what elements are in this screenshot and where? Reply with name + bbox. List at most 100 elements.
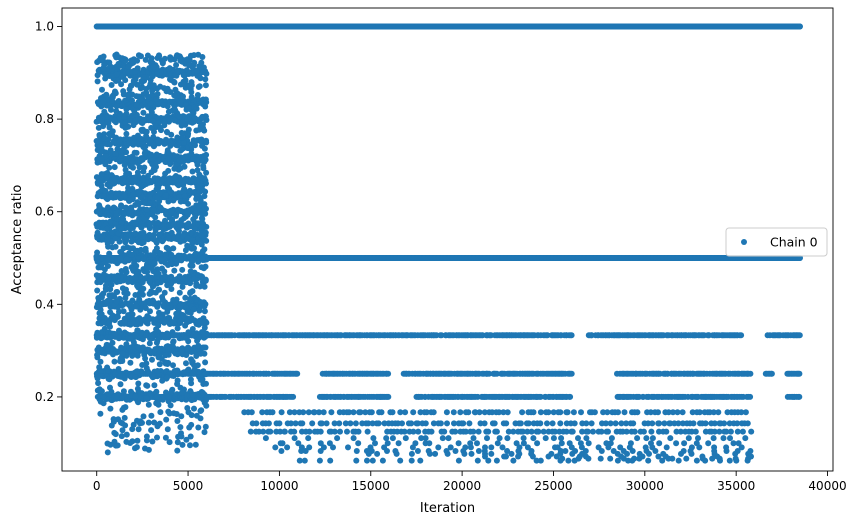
data-point	[530, 409, 537, 416]
data-point	[302, 448, 309, 454]
data-point	[370, 435, 377, 442]
data-point	[432, 450, 439, 457]
data-point	[444, 420, 450, 427]
data-point	[284, 444, 291, 451]
data-point	[267, 428, 274, 435]
data-point	[291, 435, 298, 442]
data-point	[549, 420, 556, 427]
data-point	[331, 428, 338, 435]
data-point	[591, 409, 598, 416]
data-point	[590, 428, 596, 435]
data-point	[656, 420, 663, 427]
data-point	[520, 435, 527, 442]
data-point	[265, 420, 272, 427]
data-point	[334, 435, 341, 442]
data-point	[428, 428, 435, 435]
data-point	[748, 428, 755, 435]
data-point	[470, 428, 477, 435]
data-point	[648, 428, 655, 435]
data-point	[681, 440, 688, 447]
data-point	[337, 428, 343, 435]
data-point	[384, 448, 390, 454]
data-point	[488, 444, 495, 451]
data-point	[734, 428, 741, 435]
data-point	[605, 428, 611, 435]
data-point	[663, 444, 670, 451]
data-point	[655, 409, 661, 416]
data-point	[629, 448, 636, 454]
data-point	[383, 435, 390, 442]
data-point	[452, 428, 459, 435]
data-point	[457, 409, 464, 416]
data-point	[545, 409, 552, 416]
data-point	[739, 428, 746, 435]
data-point	[474, 440, 480, 447]
data-point	[605, 444, 612, 451]
data-point	[290, 393, 297, 400]
data-point	[450, 409, 457, 416]
data-point	[372, 440, 378, 447]
data-point	[494, 440, 501, 447]
data-point	[705, 440, 712, 447]
data-point	[634, 409, 641, 416]
data-point	[564, 409, 571, 416]
data-point	[445, 435, 452, 442]
data-point	[481, 420, 488, 427]
data-point	[385, 393, 392, 400]
data-point	[278, 409, 285, 416]
data-point	[557, 409, 564, 416]
data-point	[530, 435, 537, 442]
data-point	[352, 420, 359, 427]
data-point	[585, 440, 592, 447]
data-point	[557, 420, 564, 427]
data-point	[368, 409, 375, 416]
data-point	[578, 409, 584, 416]
data-point	[476, 409, 483, 416]
data-point	[568, 370, 575, 377]
data-point	[744, 420, 751, 427]
data-point	[344, 428, 350, 435]
data-point	[309, 420, 316, 427]
data-point	[504, 435, 511, 442]
data-point	[535, 428, 542, 435]
data-point	[652, 448, 659, 454]
data-point	[272, 444, 279, 451]
data-point	[475, 448, 482, 454]
data-point	[408, 450, 415, 457]
data-point	[643, 435, 650, 442]
data-point	[608, 435, 615, 442]
data-point	[262, 435, 269, 442]
data-point	[409, 444, 416, 451]
data-point	[378, 409, 385, 416]
data-point	[567, 393, 574, 400]
data-point	[278, 448, 285, 454]
data-point	[350, 435, 357, 442]
data-point	[365, 450, 372, 457]
data-point	[558, 435, 565, 442]
data-point	[690, 420, 697, 427]
data-point	[408, 420, 415, 427]
data-point	[797, 23, 803, 30]
data-point	[747, 370, 754, 377]
data-point	[389, 409, 396, 416]
data-point	[281, 428, 288, 435]
data-point	[721, 420, 728, 427]
data-point	[460, 420, 467, 427]
data-point	[519, 409, 526, 416]
data-point	[336, 420, 343, 427]
data-point	[583, 435, 590, 442]
data-point	[353, 448, 360, 454]
data-point	[347, 420, 354, 427]
data-point	[649, 420, 656, 427]
data-point	[720, 435, 727, 442]
data-point	[467, 444, 474, 451]
data-point	[692, 428, 699, 435]
data-point	[475, 428, 482, 435]
data-point	[738, 332, 745, 339]
data-point	[598, 448, 605, 454]
data-point	[422, 420, 429, 427]
data-point	[300, 409, 307, 416]
data-point	[723, 448, 730, 454]
data-point	[402, 435, 409, 442]
